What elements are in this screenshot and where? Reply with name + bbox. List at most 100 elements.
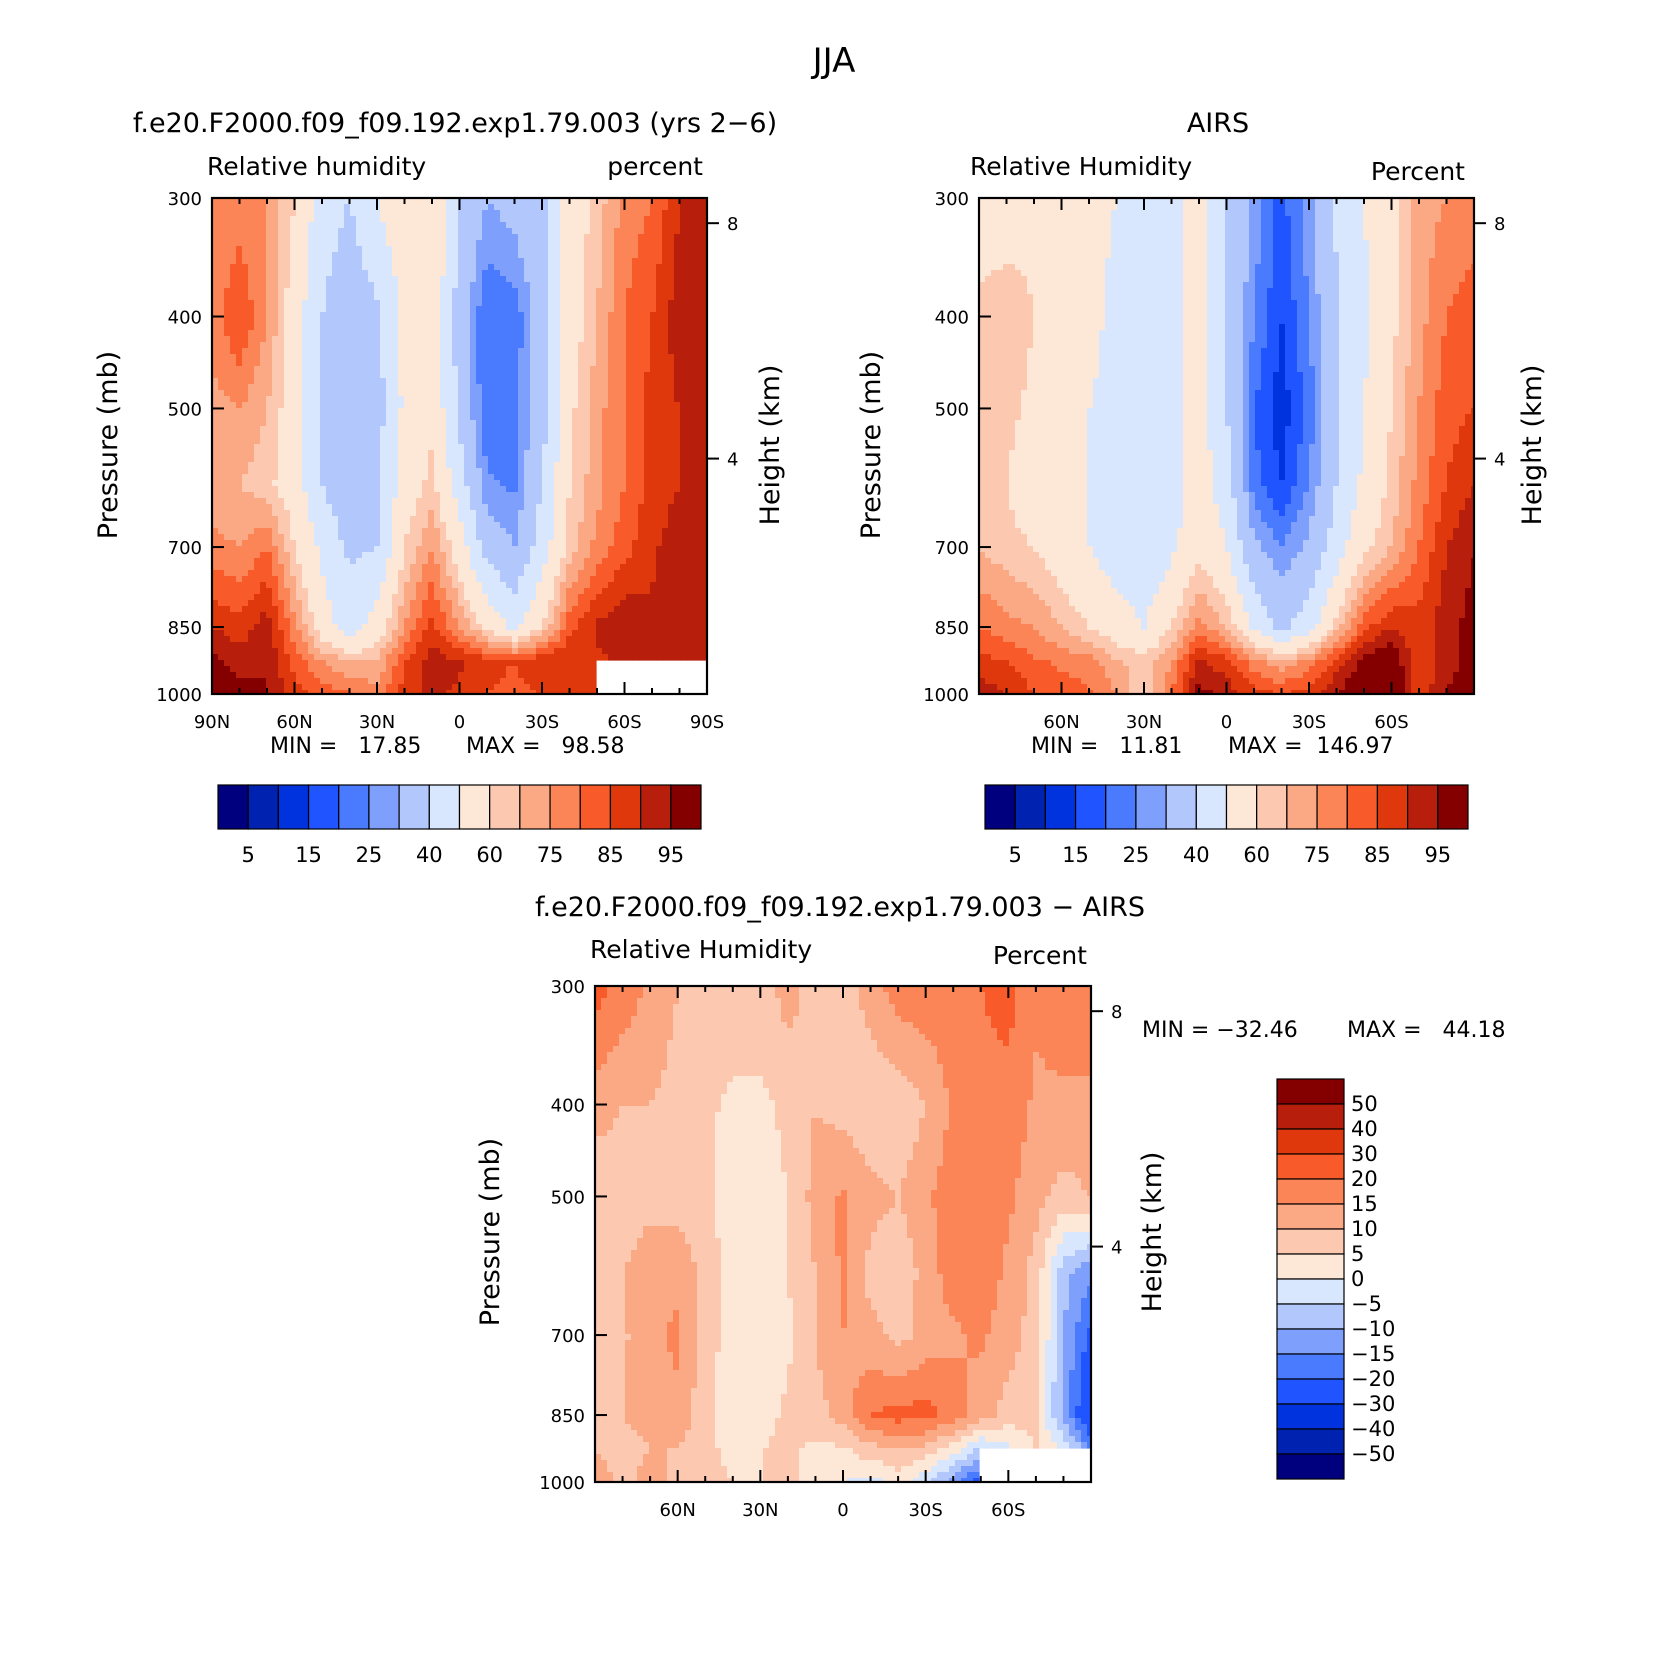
- contour-cell: [254, 396, 261, 403]
- contour-cell: [620, 294, 627, 301]
- contour-cell: [260, 534, 267, 541]
- contour-cell: [560, 294, 567, 301]
- contour-cell: [266, 486, 273, 493]
- contour-cell: [368, 522, 375, 529]
- contour-cell: [404, 534, 411, 541]
- contour-cell: [512, 252, 519, 259]
- contour-cell: [470, 204, 477, 211]
- contour-cell: [572, 306, 579, 313]
- contour-cell: [692, 234, 699, 241]
- contour-cell: [386, 240, 393, 247]
- contour-cell: [686, 288, 693, 295]
- contour-cell: [278, 528, 285, 535]
- contour-cell: [362, 258, 369, 265]
- contour-cell: [242, 384, 249, 391]
- contour-cell: [230, 354, 237, 361]
- contour-cell: [356, 216, 363, 223]
- contour-cell: [626, 240, 633, 247]
- contour-cell: [344, 420, 351, 427]
- contour-cell: [656, 318, 663, 325]
- contour-cell: [296, 396, 303, 403]
- contour-cell: [632, 246, 639, 253]
- contour-cell: [368, 342, 375, 349]
- contour-cell: [242, 402, 249, 409]
- contour-cell: [218, 540, 225, 547]
- contour-cell: [392, 300, 399, 307]
- contour-cell: [320, 228, 327, 235]
- contour-cell: [614, 378, 621, 385]
- contour-cell: [584, 396, 591, 403]
- contour-cell: [374, 336, 381, 343]
- contour-cell: [662, 246, 669, 253]
- contour-cell: [584, 258, 591, 265]
- contour-cell: [434, 294, 441, 301]
- contour-cell: [272, 474, 279, 481]
- contour-cell: [524, 264, 531, 271]
- contour-cell: [368, 462, 375, 469]
- contour-cell: [380, 438, 387, 445]
- contour-cell: [596, 228, 603, 235]
- contour-cell: [392, 456, 399, 463]
- contour-cell: [698, 486, 705, 493]
- contour-cell: [314, 372, 321, 379]
- contour-cell: [638, 300, 645, 307]
- contour-cell: [284, 552, 291, 559]
- contour-cell: [614, 216, 621, 223]
- contour-cell: [518, 396, 525, 403]
- contour-cell: [224, 240, 231, 247]
- contour-cell: [416, 348, 423, 355]
- contour-cell: [248, 468, 255, 475]
- contour-cell: [614, 510, 621, 517]
- contour-cell: [344, 354, 351, 361]
- contour-cell: [578, 222, 585, 229]
- contour-cell: [374, 462, 381, 469]
- contour-cell: [332, 444, 339, 451]
- contour-cell: [254, 414, 261, 421]
- contour-cell: [332, 468, 339, 475]
- contour-cell: [692, 396, 699, 403]
- contour-cell: [488, 432, 495, 439]
- contour-cell: [668, 402, 675, 409]
- contour-cell: [440, 528, 447, 535]
- contour-cell: [638, 492, 645, 499]
- contour-cell: [692, 360, 699, 367]
- contour-cell: [476, 384, 483, 391]
- contour-cell: [692, 228, 699, 235]
- contour-cell: [332, 258, 339, 265]
- contour-cell: [578, 342, 585, 349]
- contour-cell: [590, 246, 597, 253]
- contour-cell: [278, 360, 285, 367]
- contour-cell: [638, 270, 645, 277]
- contour-cell: [392, 252, 399, 259]
- contour-cell: [656, 540, 663, 547]
- contour-cell: [302, 222, 309, 229]
- contour-cell: [296, 360, 303, 367]
- contour-cell: [320, 210, 327, 217]
- contour-cell: [566, 348, 573, 355]
- contour-cell: [686, 330, 693, 337]
- contour-cell: [374, 498, 381, 505]
- contour-cell: [302, 408, 309, 415]
- contour-cell: [308, 276, 315, 283]
- contour-cell: [512, 366, 519, 373]
- contour-cell: [278, 516, 285, 523]
- contour-cell: [680, 552, 687, 559]
- contour-cell: [428, 240, 435, 247]
- contour-cell: [230, 438, 237, 445]
- contour-cell: [488, 546, 495, 553]
- contour-cell: [482, 492, 489, 499]
- contour-cell: [224, 510, 231, 517]
- contour-cell: [260, 258, 267, 265]
- contour-cell: [494, 222, 501, 229]
- contour-cell: [566, 522, 573, 529]
- contour-cell: [314, 288, 321, 295]
- contour-cell: [296, 420, 303, 427]
- contour-cell: [230, 348, 237, 355]
- contour-cell: [386, 552, 393, 559]
- contour-cell: [668, 294, 675, 301]
- contour-cell: [446, 468, 453, 475]
- contour-cell: [338, 522, 345, 529]
- contour-cell: [380, 342, 387, 349]
- contour-cell: [692, 324, 699, 331]
- contour-cell: [668, 312, 675, 319]
